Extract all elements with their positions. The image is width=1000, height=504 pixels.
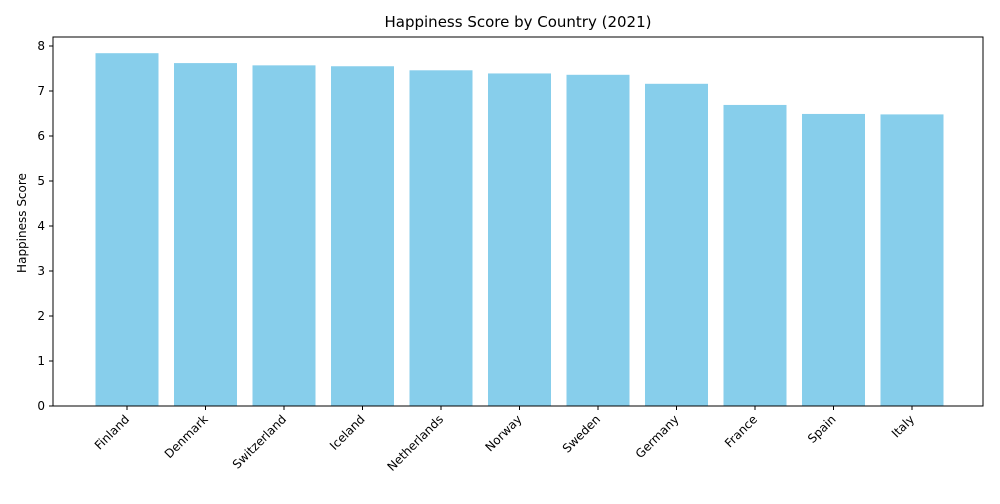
chart-title: Happiness Score by Country (2021) [385,13,652,31]
y-tick-label: 8 [37,39,45,53]
bar-norway [488,73,551,406]
bar-france [723,104,787,406]
bar-denmark [174,63,237,406]
y-tick-label: 0 [37,399,45,413]
y-tick-label: 6 [37,129,45,143]
bars-group [95,53,944,407]
x-tick-label: Germany [633,412,682,461]
plot-area-frame [52,36,984,407]
x-tick-label: Spain [805,412,839,446]
x-tick-label: Sweden [560,412,603,455]
x-tick-label: Iceland [327,412,368,453]
y-axis-label: Happiness Score [15,173,29,273]
y-tick-label: 2 [37,309,45,323]
bar-sweden [566,74,630,407]
x-tick-label: Finland [92,412,132,452]
y-tick-label: 3 [37,264,45,278]
bar-germany [645,83,708,407]
bar-netherlands [409,70,473,407]
y-tick-label: 5 [37,174,45,188]
x-tick-label: Norway [483,412,525,454]
x-tick-label: Italy [889,412,917,440]
y-tick-label: 4 [37,219,45,233]
bar-iceland [331,66,394,406]
y-tick-label: 1 [37,354,45,368]
bar-spain [802,113,865,406]
x-axis-ticks: Finland Denmark Switzerland Iceland Netherla… [92,406,917,474]
x-tick-label: Switzerland [230,412,289,471]
bar-switzerland [252,65,316,406]
x-tick-label: Netherlands [384,412,446,474]
bar-finland [95,53,159,406]
x-tick-label: France [722,412,760,450]
y-tick-label: 7 [37,84,45,98]
x-tick-label: Denmark [162,412,211,461]
bar-italy [880,114,944,407]
y-axis-ticks: 0 1 2 3 4 5 6 7 8 [37,39,53,413]
